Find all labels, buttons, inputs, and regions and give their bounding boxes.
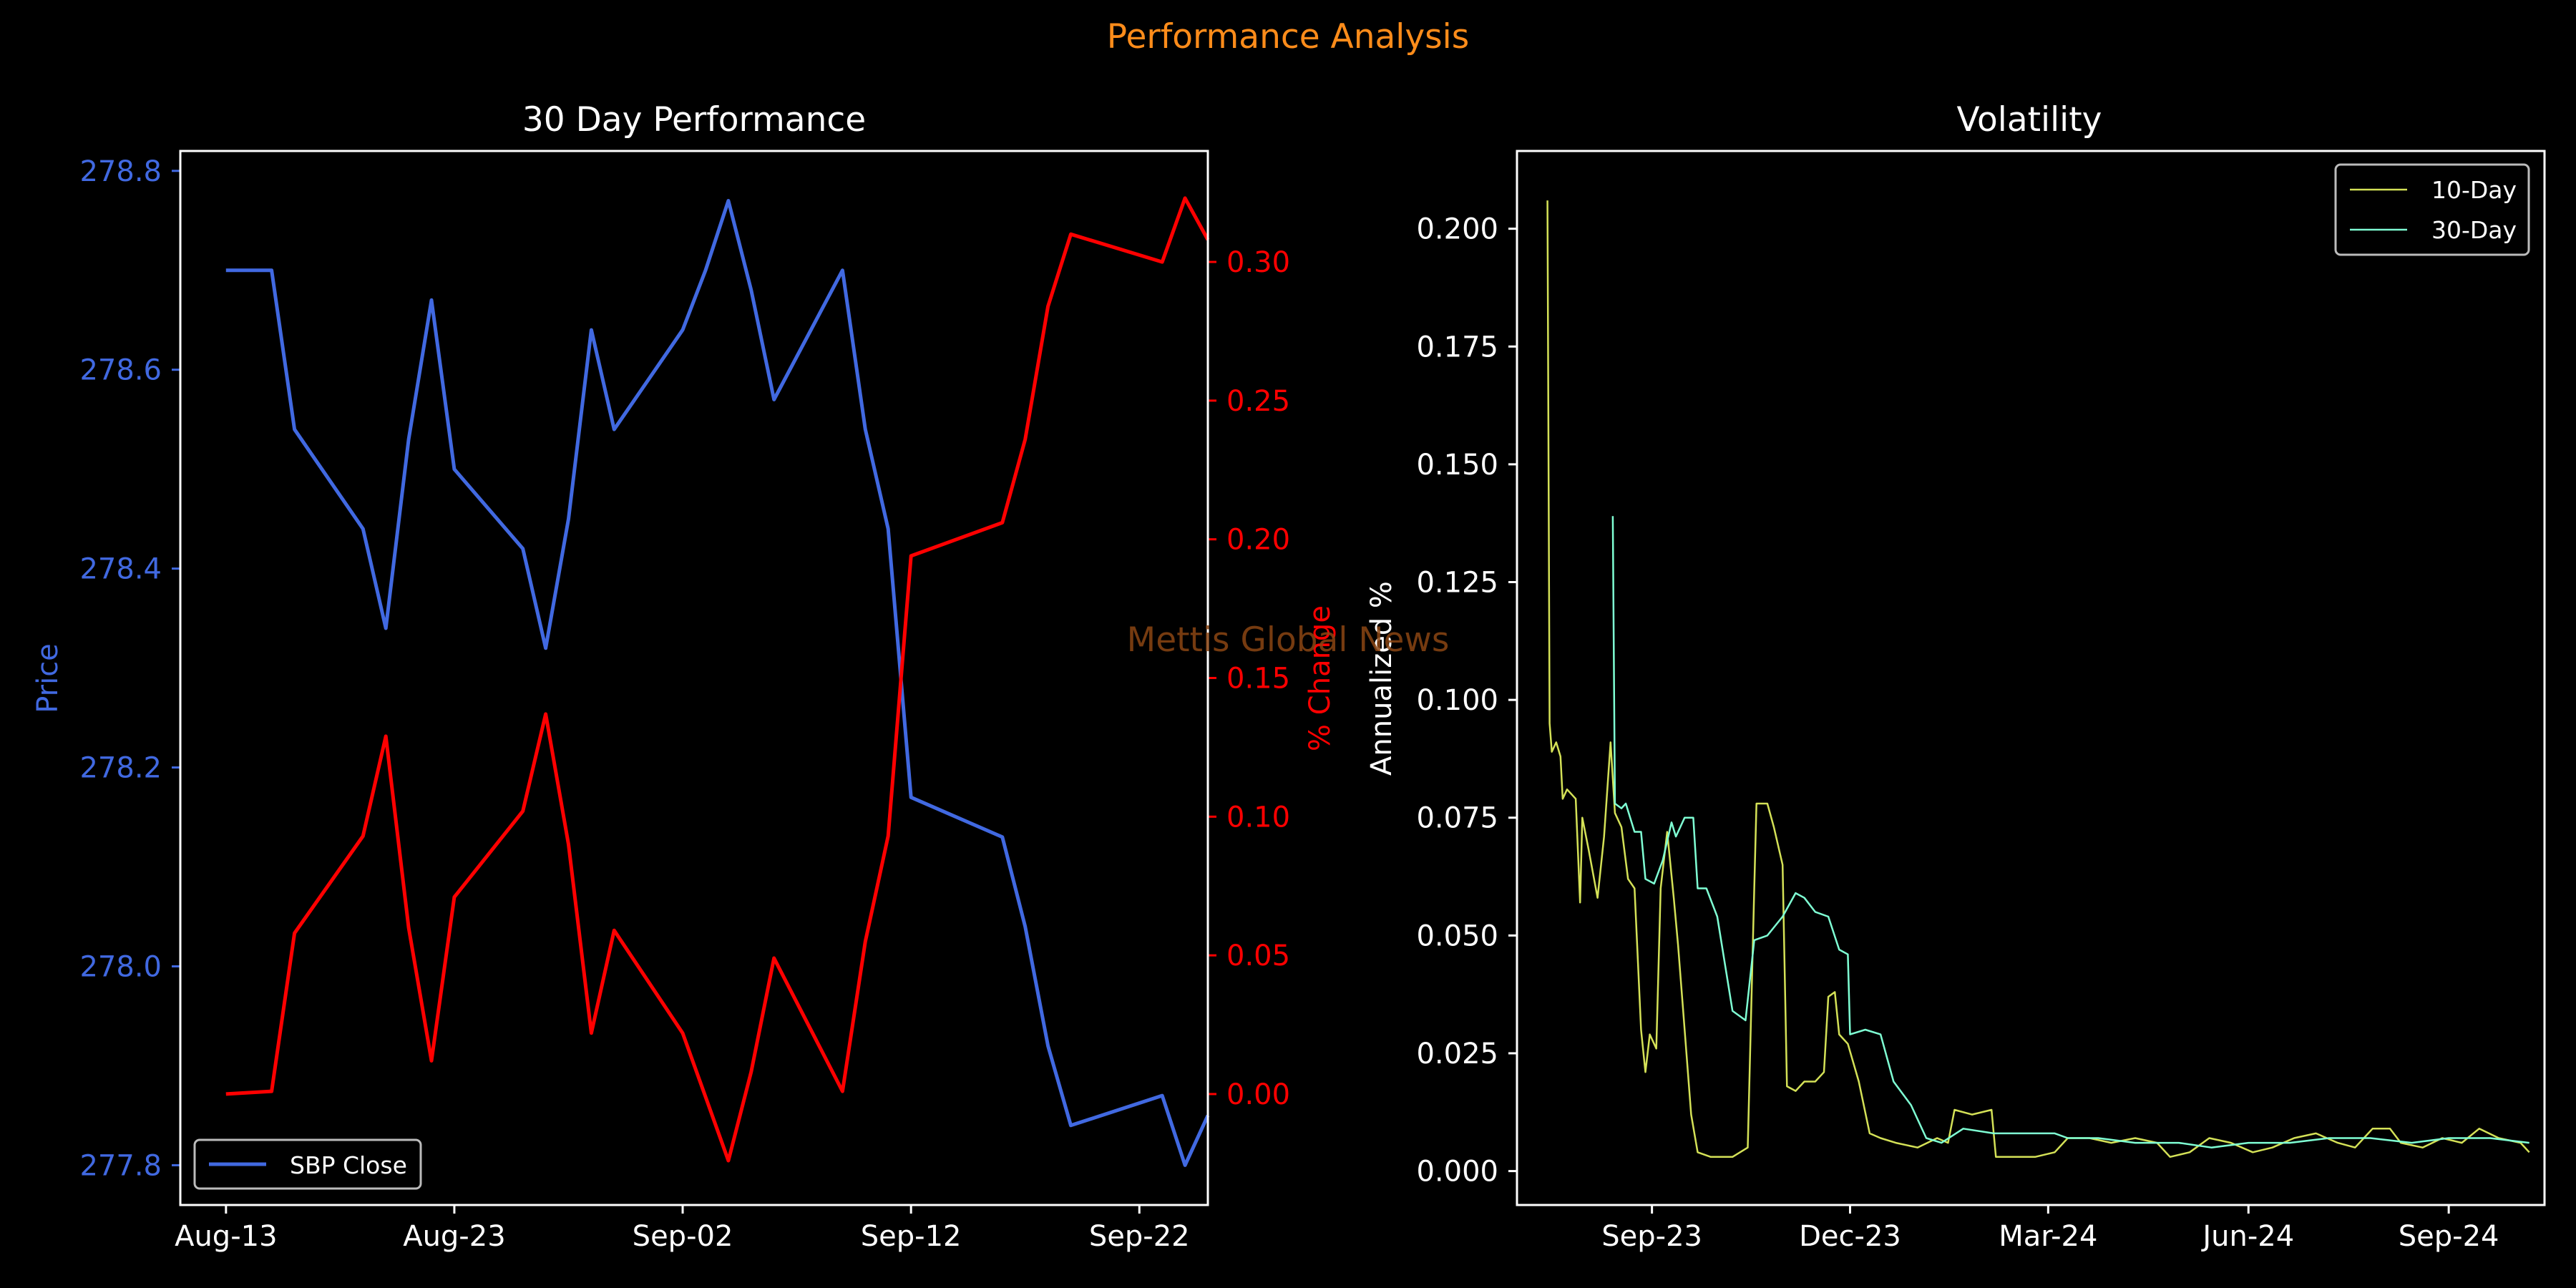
series-line-sbp-close: [225, 199, 1210, 1167]
series-line-30-day: [1611, 516, 2529, 1148]
pct-tick-label: 0.10: [1226, 801, 1290, 834]
x-tick-label: Sep-02: [633, 1220, 733, 1253]
y-tick-label: 0.075: [1416, 802, 1498, 835]
price-tick-label: 278.0: [79, 950, 162, 983]
pct-tick-label: 0.05: [1226, 940, 1290, 972]
performance-panel: 30 Day Performance Aug-13 Aug-23 Sep-02 Sep…: [31, 100, 1337, 1253]
series-line-10-day: [1546, 200, 2530, 1158]
price-tick-label: 278.8: [79, 155, 162, 188]
y-tick-label: 0.000: [1416, 1156, 1498, 1189]
pct-tick-label: 0.25: [1226, 385, 1290, 418]
y-tick-label: 0.175: [1416, 331, 1498, 364]
x-tick-label: Sep-22: [1089, 1220, 1190, 1253]
figure-suptitle: Performance Analysis: [1107, 17, 1469, 57]
performance-title: 30 Day Performance: [522, 100, 866, 140]
watermark: Mettis Global News: [1127, 620, 1450, 660]
performance-frame: [179, 150, 1209, 1206]
pct-tick-label: 0.00: [1226, 1078, 1290, 1111]
volatility-panel: Volatility Sep-23 Dec-23 Mar-24 Jun-24 Sep-2…: [1365, 100, 2546, 1253]
volatility-legend: 10-Day 30-Day: [2334, 163, 2530, 256]
pct-tick-label: 0.30: [1226, 246, 1290, 279]
performance-legend: SBP Close: [193, 1138, 422, 1190]
y-tick-label: 0.125: [1416, 567, 1498, 600]
x-tick-label: Dec-23: [1799, 1220, 1901, 1253]
performance-legend-box: [193, 1138, 422, 1190]
volatility-title: Volatility: [1957, 100, 2102, 140]
x-tick-label: Sep-24: [2399, 1220, 2499, 1253]
x-tick-label: Sep-23: [1601, 1220, 1702, 1253]
legend-label-sbp-close: SBP Close: [290, 1151, 407, 1179]
pct-tick-label: 0.15: [1226, 663, 1290, 696]
price-tick-label: 277.8: [79, 1149, 162, 1182]
volatility-axis-label: Annualized %: [1365, 581, 1398, 776]
y-tick-label: 0.150: [1416, 449, 1498, 482]
volatility-marks: Sep-23 Dec-23 Mar-24 Jun-24 Sep-24 0.000 0.025…: [1416, 200, 2530, 1253]
x-tick-label: Aug-23: [403, 1220, 505, 1253]
volatility-frame: [1516, 150, 2546, 1206]
pct-tick-label: 0.20: [1226, 524, 1290, 557]
x-tick-label: Sep-12: [861, 1220, 962, 1253]
legend-label-10-day: 10-Day: [2431, 176, 2517, 204]
series-line-change: [225, 196, 1210, 1163]
y-tick-label: 0.025: [1416, 1038, 1498, 1070]
price-tick-label: 278.6: [79, 354, 162, 387]
price-axis-label: Price: [31, 643, 64, 713]
y-tick-label: 0.200: [1416, 213, 1498, 246]
pct-change-axis-label: % Change: [1304, 605, 1337, 751]
performance-marks: Aug-13 Aug-23 Sep-02 Sep-12 Sep-22 277.8 278.0…: [79, 155, 1290, 1253]
x-tick-label: Mar-24: [1999, 1220, 2097, 1253]
price-tick-label: 278.4: [79, 553, 162, 586]
volatility-legend-box: [2334, 163, 2530, 256]
legend-label-30-day: 30-Day: [2431, 216, 2517, 244]
price-tick-label: 278.2: [79, 752, 162, 785]
y-tick-label: 0.100: [1416, 684, 1498, 717]
x-tick-label: Jun-24: [2200, 1220, 2294, 1253]
y-tick-label: 0.050: [1416, 919, 1498, 952]
x-tick-label: Aug-13: [175, 1220, 277, 1253]
